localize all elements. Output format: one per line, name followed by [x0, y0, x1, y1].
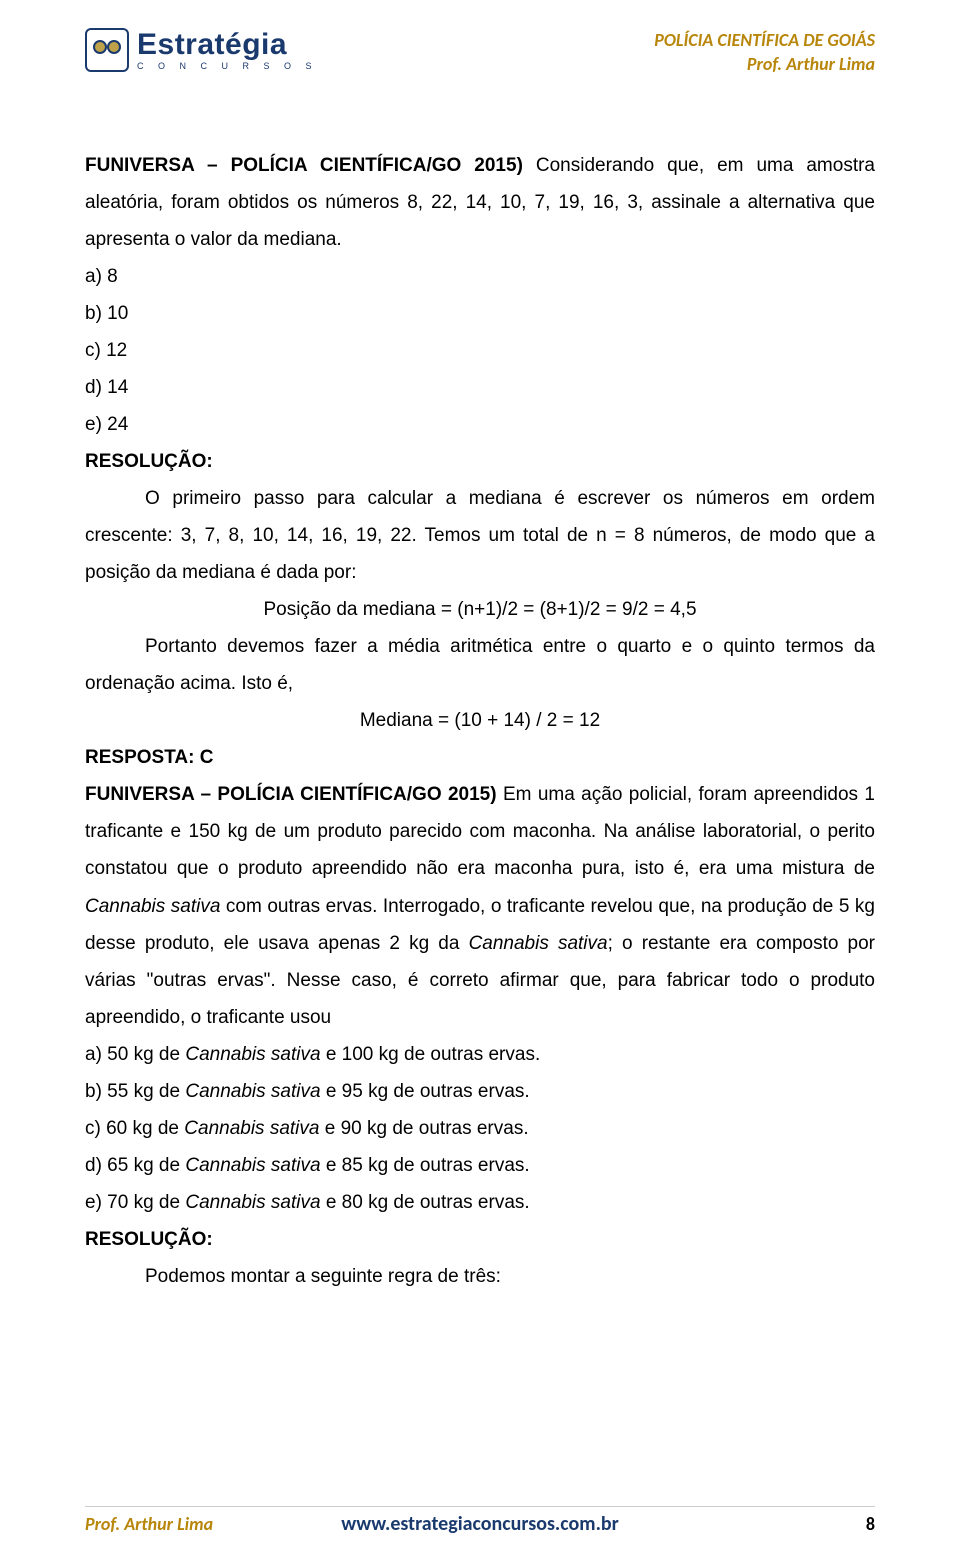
q1-option-d: d) 14: [85, 369, 875, 406]
logo-brand: Estratégia: [137, 30, 318, 60]
logo-subtitle: C O N C U R S O S: [137, 62, 318, 71]
q2-stem: FUNIVERSA – POLÍCIA CIENTÍFICA/GO 2015) …: [85, 776, 875, 1035]
q2-opt-c-it: Cannabis sativa: [184, 1118, 319, 1139]
header-line2: Prof. Arthur Lima: [654, 52, 875, 76]
logo-block: Estratégia C O N C U R S O S: [85, 28, 318, 72]
document-content: FUNIVERSA – POLÍCIA CIENTÍFICA/GO 2015) …: [85, 147, 875, 1295]
q1-resolution-label: RESOLUÇÃO:: [85, 443, 875, 480]
q2-opt-a-pre: a) 50 kg de: [85, 1044, 185, 1065]
footer-page-number: 8: [866, 1513, 875, 1535]
q2-opt-a-it: Cannabis sativa: [185, 1044, 320, 1065]
q2-italic1: Cannabis sativa: [85, 896, 220, 917]
q1-formula1: Posição da mediana = (n+1)/2 = (8+1)/2 =…: [85, 591, 875, 628]
footer-url: www.estrategiaconcursos.com.br: [341, 1512, 619, 1536]
q2-option-d: d) 65 kg de Cannabis sativa e 85 kg de o…: [85, 1147, 875, 1184]
q1-answer: RESPOSTA: C: [85, 739, 875, 776]
q2-opt-d-it: Cannabis sativa: [185, 1155, 320, 1176]
logo-text: Estratégia C O N C U R S O S: [137, 30, 318, 71]
q2-opt-e-post: e 80 kg de outras ervas.: [321, 1192, 530, 1213]
q2-option-c: c) 60 kg de Cannabis sativa e 90 kg de o…: [85, 1110, 875, 1147]
header-line1: POLÍCIA CIENTÍFICA DE GOIÁS: [654, 28, 875, 52]
q2-opt-b-post: e 95 kg de outras ervas.: [321, 1081, 530, 1102]
q2-opt-b-it: Cannabis sativa: [185, 1081, 320, 1102]
q2-option-a: a) 50 kg de Cannabis sativa e 100 kg de …: [85, 1036, 875, 1073]
q2-opt-c-pre: c) 60 kg de: [85, 1118, 184, 1139]
page-header: Estratégia C O N C U R S O S POLÍCIA CIE…: [85, 28, 875, 77]
q2-resolution-label: RESOLUÇÃO:: [85, 1221, 875, 1258]
page-footer: Prof. Arthur Lima www.estrategiaconcurso…: [85, 1506, 875, 1535]
q2-italic2: Cannabis sativa: [469, 933, 608, 954]
q1-option-e: e) 24: [85, 406, 875, 443]
owl-icon: [85, 28, 129, 72]
q2-option-b: b) 55 kg de Cannabis sativa e 95 kg de o…: [85, 1073, 875, 1110]
q1-option-c: c) 12: [85, 332, 875, 369]
q2-option-e: e) 70 kg de Cannabis sativa e 80 kg de o…: [85, 1184, 875, 1221]
q1-resolution-p2: Portanto devemos fazer a média aritmétic…: [85, 628, 875, 702]
q2-opt-d-post: e 85 kg de outras ervas.: [321, 1155, 530, 1176]
q1-title: FUNIVERSA – POLÍCIA CIENTÍFICA/GO 2015): [85, 155, 523, 176]
q1-option-a: a) 8: [85, 258, 875, 295]
q2-resolution-p1: Podemos montar a seguinte regra de três:: [85, 1258, 875, 1295]
q2-opt-b-pre: b) 55 kg de: [85, 1081, 185, 1102]
q2-opt-a-post: e 100 kg de outras ervas.: [321, 1044, 541, 1065]
q1-option-b: b) 10: [85, 295, 875, 332]
footer-author: Prof. Arthur Lima: [85, 1513, 213, 1535]
q1-resolution-p1: O primeiro passo para calcular a mediana…: [85, 480, 875, 591]
q2-opt-c-post: e 90 kg de outras ervas.: [319, 1118, 528, 1139]
q2-opt-e-it: Cannabis sativa: [185, 1192, 320, 1213]
q1-stem: FUNIVERSA – POLÍCIA CIENTÍFICA/GO 2015) …: [85, 147, 875, 258]
header-right: POLÍCIA CIENTÍFICA DE GOIÁS Prof. Arthur…: [654, 28, 875, 77]
q1-formula2: Mediana = (10 + 14) / 2 = 12: [85, 702, 875, 739]
q2-opt-e-pre: e) 70 kg de: [85, 1192, 185, 1213]
q2-opt-d-pre: d) 65 kg de: [85, 1155, 185, 1176]
q2-title: FUNIVERSA – POLÍCIA CIENTÍFICA/GO 2015): [85, 784, 497, 805]
